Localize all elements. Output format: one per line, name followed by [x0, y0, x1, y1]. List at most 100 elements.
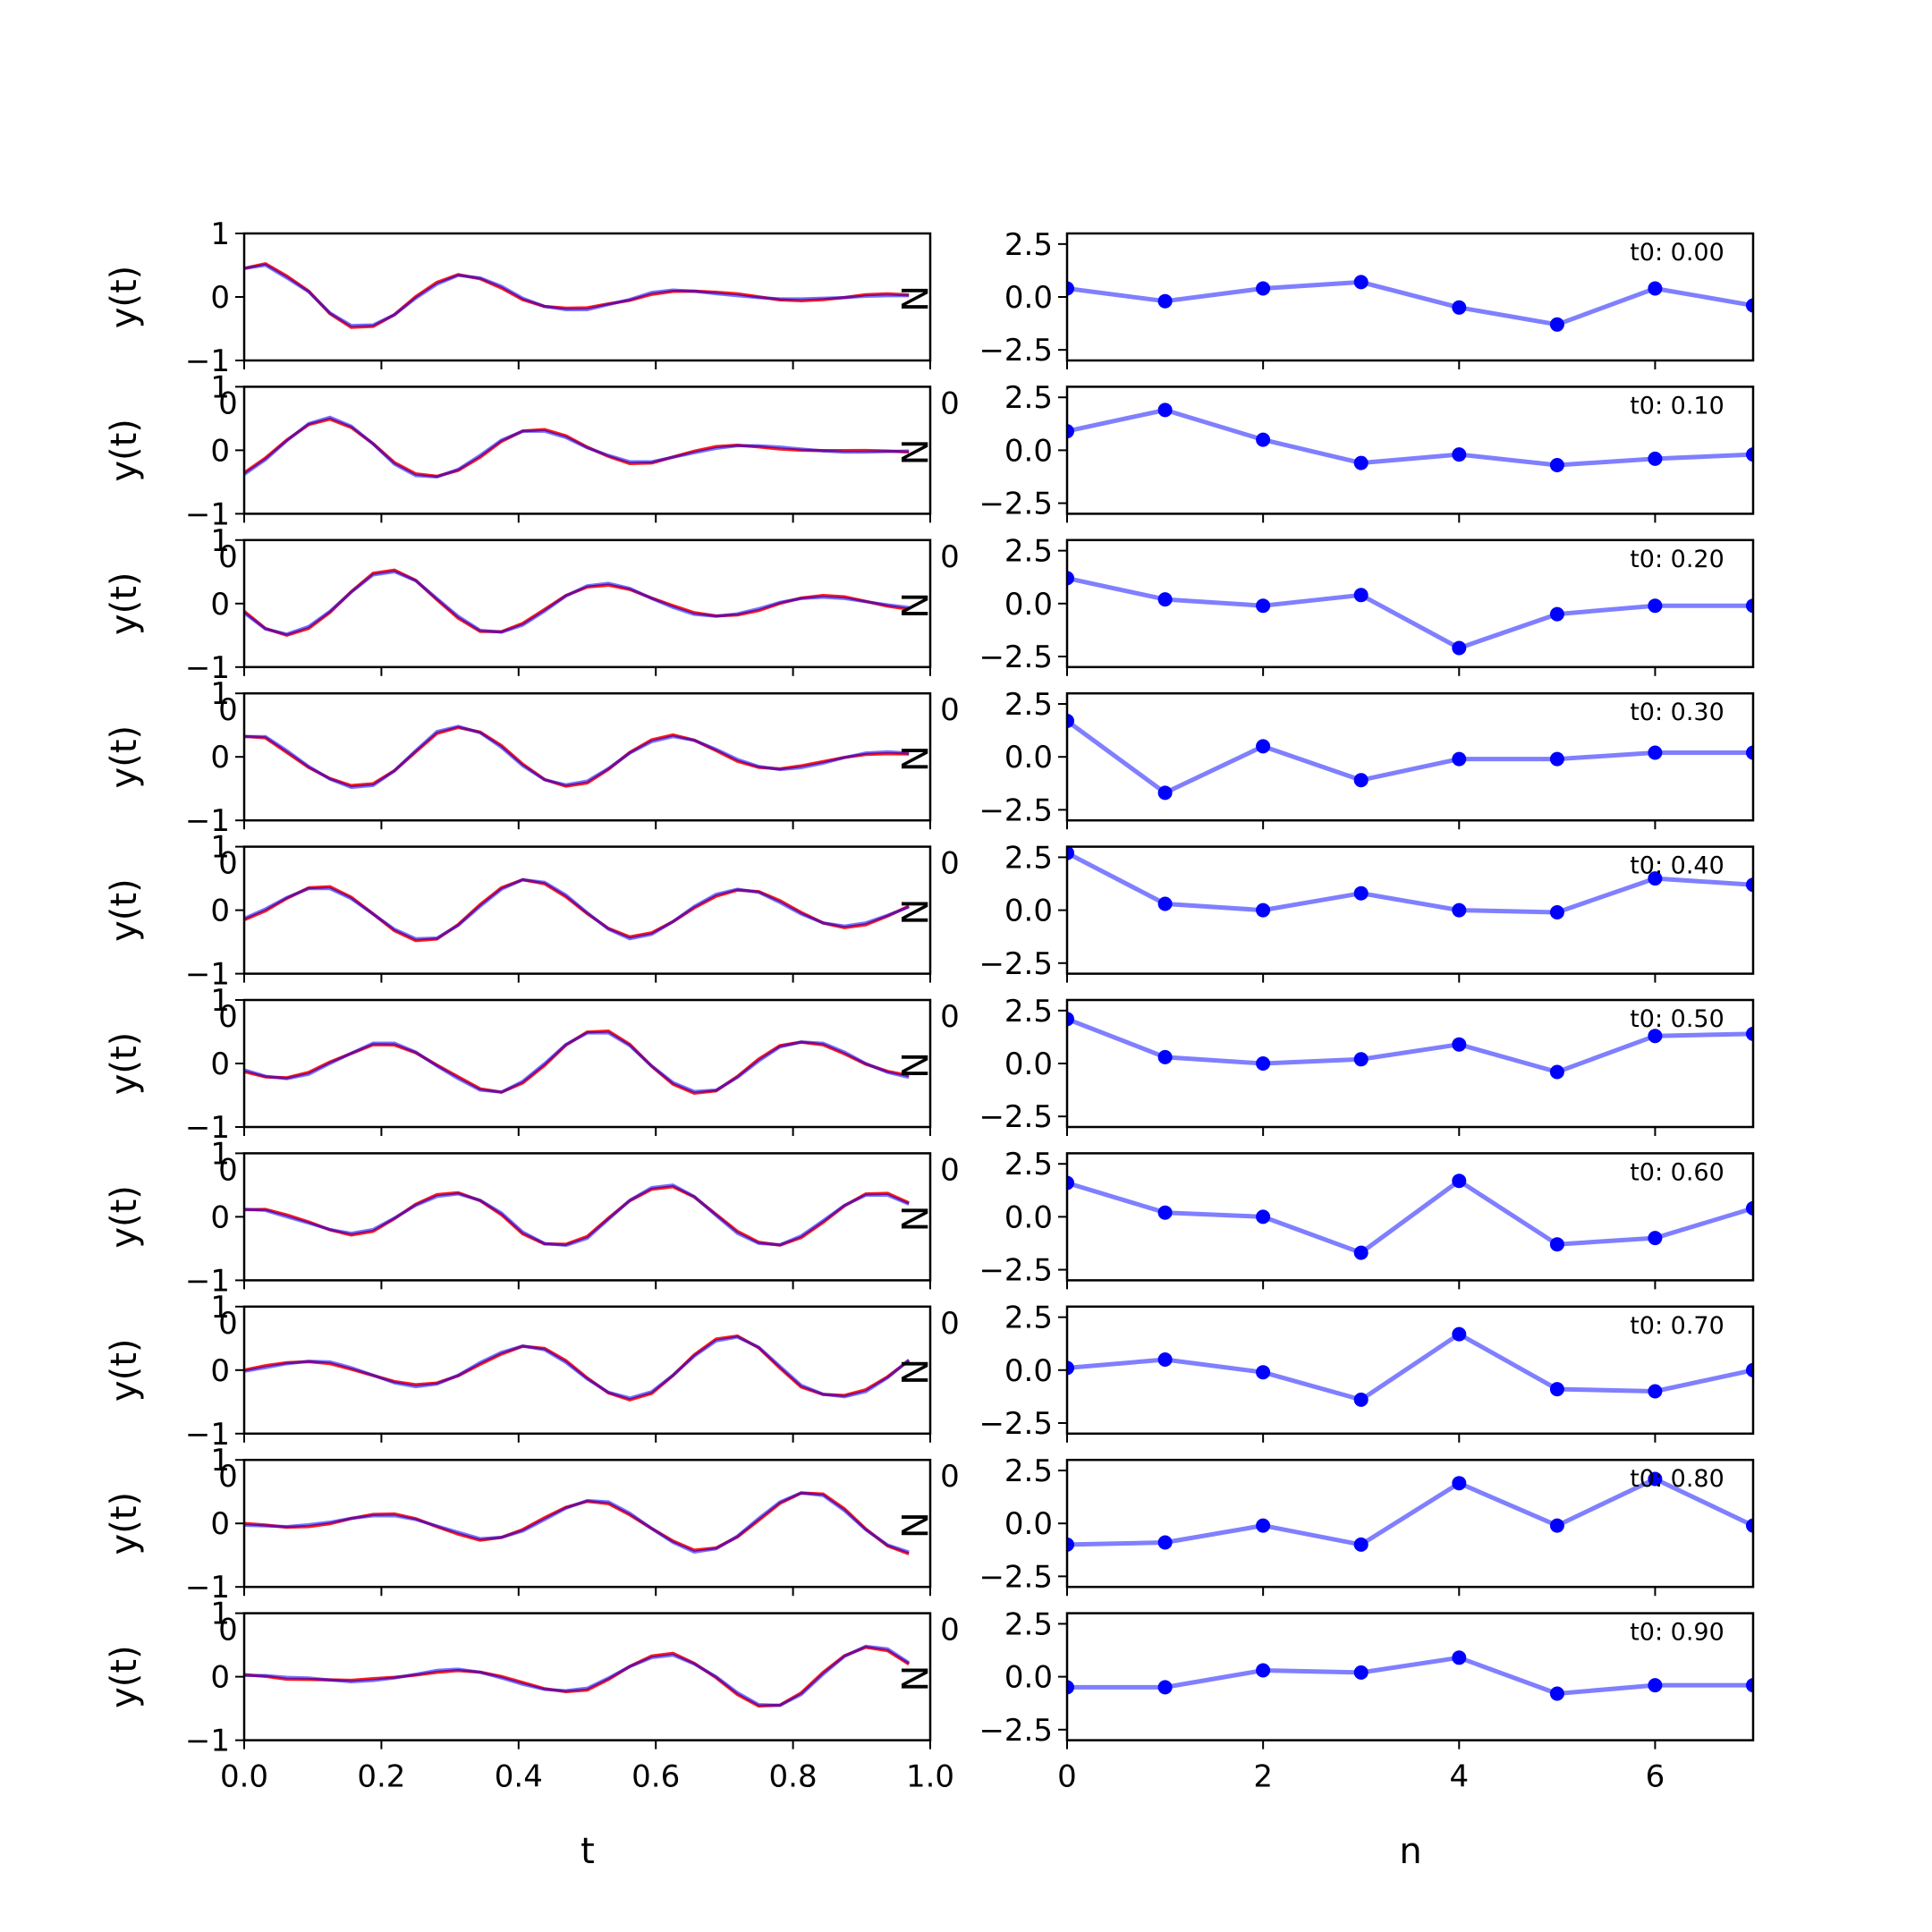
right-ytick-label-5-0: 2.5	[1004, 994, 1053, 1030]
left-series-blue-line-2	[244, 570, 910, 636]
left-subplot-2: 10−10y(t) N	[104, 523, 934, 686]
left-overlap-tick-3: 0	[218, 692, 238, 728]
right-coeff-line-3	[1067, 718, 1753, 795]
right-ytick-label-8-2: −2.5	[979, 1559, 1053, 1595]
left-overlap-tick-2: 0	[218, 539, 238, 575]
right-overlap-tick-1: 0	[940, 386, 960, 421]
left-subplot-1: 10−10y(t) N	[104, 369, 934, 532]
right-coeff-point-6-7	[1746, 1200, 1753, 1216]
right-coeff-point-5-7	[1746, 1026, 1753, 1041]
left-xtick-label-2: 0.4	[495, 1759, 543, 1795]
right-coeff-point-9-0	[1067, 1680, 1074, 1695]
right-coeff-point-2-5	[1549, 606, 1564, 622]
left-subplot-4: 10−10y(t) N	[104, 830, 934, 993]
left-ytick-label-6-0: 1	[210, 1136, 230, 1172]
left-edge-label-3: N	[893, 745, 934, 772]
right-coeff-point-8-5	[1549, 1518, 1564, 1533]
left-xtick-label-3: 0.6	[631, 1759, 680, 1795]
right-ytick-label-2-1: 0.0	[1004, 587, 1053, 623]
right-ytick-label-6-1: 0.0	[1004, 1199, 1053, 1235]
left-ytick-label-5-0: 1	[210, 983, 230, 1019]
left-subplot-7: 10−10y(t) N	[104, 1290, 934, 1453]
left-y-axis-label-5: y(t)	[104, 1032, 145, 1096]
right-coeff-point-3-2	[1256, 739, 1271, 754]
right-coeff-point-4-3	[1353, 886, 1368, 901]
left-ytick-label-4-0: 1	[210, 830, 230, 866]
left-ytick-label-7-1: 0	[210, 1353, 230, 1389]
left-overlap-tick-9: 0	[218, 1613, 238, 1648]
right-coeff-point-9-1	[1157, 1680, 1173, 1695]
left-ytick-label-9-0: 1	[210, 1597, 230, 1632]
left-edge-label-8: N	[893, 1512, 934, 1538]
left-xtick-label-5: 1.0	[906, 1759, 954, 1795]
left-ytick-label-6-1: 0	[210, 1199, 230, 1235]
left-column-plots: 10−1y(t) N10−10y(t) N10−10y(t) N10−10y(t) N1…	[104, 216, 954, 1795]
left-subplot-0: 1 0 −1 y(t) N	[104, 216, 934, 379]
right-subplot-0: 2.5 0.0 −2.5 t0: 0.00	[979, 227, 1755, 369]
left-overlap-tick-4: 0	[218, 846, 238, 882]
left-ytick-label-1-0: 1	[210, 369, 230, 405]
right-coeff-point-7-0	[1067, 1360, 1074, 1376]
right-coeff-point-3-3	[1353, 773, 1368, 788]
left-y-axis-label-2: y(t)	[104, 572, 145, 636]
right-subplot-5: 2.5 0.0 −2.5 0 t0: 0.50	[940, 994, 1755, 1136]
right-coeff-point-3-6	[1648, 745, 1663, 760]
right-subplot-4: 2.5 0.0 −2.5 0 t0: 0.40	[940, 840, 1755, 983]
right-coeff-line-5	[1067, 1016, 1753, 1074]
left-ytick-label-2-2: −1	[185, 650, 230, 686]
right-coeff-point-5-0	[1067, 1012, 1074, 1027]
left-x-axis-label: t	[580, 1831, 595, 1872]
right-coeff-point-0-0	[1067, 281, 1074, 296]
right-coeff-line-9	[1067, 1655, 1753, 1696]
right-coeff-point-4-4	[1452, 902, 1467, 918]
right-coeff-point-0-5	[1549, 317, 1564, 332]
left-edge-label-1: N	[893, 438, 934, 465]
left-edge-label-4: N	[893, 899, 934, 926]
right-coeff-point-2-7	[1746, 598, 1753, 614]
right-t0-label-9: t0: 0.90	[1630, 1619, 1724, 1647]
right-ytick-label-1-0: 2.5	[1004, 380, 1053, 416]
left-overlap-tick-5: 0	[218, 999, 238, 1035]
left-ytick-label-2-1: 0	[210, 587, 230, 623]
right-t0-label-2: t0: 0.20	[1630, 546, 1724, 573]
right-coeff-point-3-5	[1549, 751, 1564, 767]
right-coeff-line-1	[1067, 407, 1753, 468]
left-edge-label-0: N	[893, 285, 934, 312]
left-ytick-label-5-1: 0	[210, 1046, 230, 1082]
left-ytick-label-7-2: −1	[185, 1417, 230, 1453]
left-ytick-label-4-1: 0	[210, 894, 230, 929]
right-overlap-tick-4: 0	[940, 846, 960, 882]
right-subplot-9: 2.50.0−2.50 2 4 60 t0: 0.90	[940, 1606, 1755, 1795]
right-coeff-point-7-5	[1549, 1382, 1564, 1397]
right-coeff-point-1-2	[1256, 432, 1271, 447]
right-coeff-point-6-2	[1256, 1209, 1271, 1224]
right-coeff-point-0-2	[1256, 281, 1271, 296]
left-series-blue-line-7	[244, 1335, 911, 1400]
left-ytick-label-3-0: 1	[210, 676, 230, 712]
left-overlap-tick-7: 0	[218, 1306, 238, 1342]
left-series-blue-line-4	[244, 877, 910, 941]
right-ytick-label-9-1: 0.0	[1004, 1660, 1053, 1696]
right-xtick-label-2: 4	[1449, 1759, 1469, 1795]
right-ytick-label-3-0: 2.5	[1004, 687, 1053, 723]
right-coeff-point-5-4	[1452, 1037, 1467, 1052]
left-series-blue-line-8	[244, 1491, 910, 1555]
left-subplot-6: 10−10y(t) N	[104, 1136, 934, 1299]
right-overlap-tick-7: 0	[940, 1306, 960, 1342]
left-series-blue-line-1	[244, 415, 910, 479]
right-subplot-8: 2.5 0.0 −2.5 0 t0: 0.80	[940, 1453, 1755, 1597]
right-coeff-point-4-2	[1256, 902, 1271, 918]
right-coeff-point-3-1	[1157, 785, 1173, 801]
left-series-blue-line-0	[244, 263, 910, 327]
right-overlap-tick-2: 0	[940, 539, 960, 575]
left-y-axis-label-1: y(t)	[104, 419, 145, 482]
left-ytick-label-0-0: 1	[210, 216, 230, 252]
left-xtick-label-4: 0.8	[769, 1759, 818, 1795]
right-coeff-point-8-7	[1746, 1518, 1753, 1533]
right-coeff-point-5-3	[1353, 1052, 1368, 1067]
right-coeff-line-0	[1067, 279, 1753, 327]
left-ytick-label-5-2: −1	[185, 1110, 230, 1146]
right-coeff-point-1-5	[1549, 458, 1564, 472]
right-coeff-point-6-1	[1157, 1205, 1173, 1220]
